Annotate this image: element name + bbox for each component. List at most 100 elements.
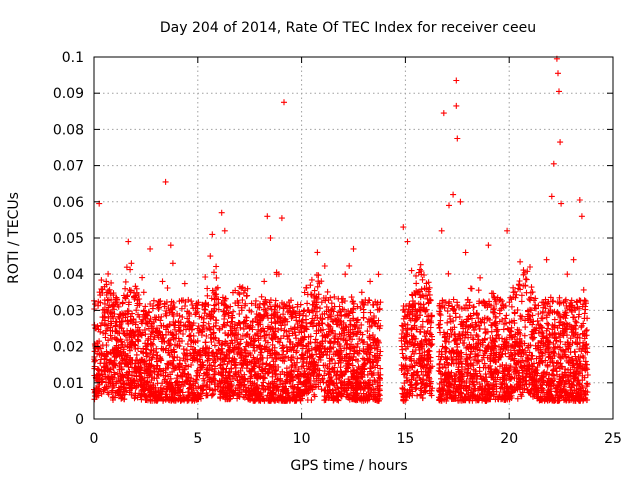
data-point [517, 258, 524, 265]
data-point [317, 305, 323, 312]
data-point [538, 315, 545, 322]
data-point [274, 309, 281, 316]
data-point [224, 319, 231, 326]
data-point [551, 316, 558, 323]
data-point [164, 285, 171, 291]
data-point [236, 291, 243, 298]
data-point [188, 298, 195, 305]
data-point [133, 351, 140, 358]
data-point [532, 301, 539, 308]
data-point [437, 312, 444, 319]
data-point [213, 274, 220, 281]
data-point [398, 322, 405, 329]
data-point [321, 263, 328, 269]
chart-title: Day 204 of 2014, Rate Of TEC Index for r… [160, 20, 536, 36]
data-point [260, 306, 267, 313]
data-point [417, 261, 424, 268]
data-point [186, 333, 193, 340]
data-point [312, 336, 319, 343]
data-point [369, 332, 376, 338]
data-point [213, 263, 220, 270]
data-point [147, 333, 154, 340]
data-point [210, 349, 217, 356]
data-point [98, 277, 105, 284]
data-point [321, 368, 328, 375]
data-point [170, 313, 177, 319]
data-point [475, 287, 482, 294]
data-point [571, 349, 578, 356]
data-point [325, 322, 332, 329]
data-point [324, 288, 331, 295]
data-point [182, 357, 188, 364]
data-point [314, 249, 321, 256]
data-point [356, 336, 363, 342]
data-point [502, 315, 509, 322]
data-point [291, 325, 298, 332]
data-point [313, 272, 320, 278]
data-point [182, 303, 188, 309]
data-point [105, 270, 112, 277]
data-point [322, 362, 329, 369]
data-point [436, 365, 443, 372]
data-points [91, 55, 591, 404]
data-point [413, 280, 420, 287]
data-point [328, 300, 335, 307]
data-point [184, 356, 191, 363]
data-point [122, 278, 129, 285]
data-point [149, 305, 156, 312]
data-point [375, 271, 382, 278]
data-point [482, 326, 488, 333]
data-point [193, 377, 200, 383]
data-point [518, 298, 525, 305]
data-point [419, 276, 426, 283]
data-point [204, 285, 211, 292]
data-point [348, 294, 355, 301]
data-point [259, 382, 266, 389]
data-point [311, 287, 318, 294]
data-point [153, 358, 160, 365]
data-point [180, 346, 187, 353]
data-point [360, 309, 367, 316]
data-point [413, 381, 420, 387]
data-point [258, 293, 265, 300]
data-point [475, 358, 482, 365]
data-point [354, 358, 361, 364]
data-point [304, 300, 311, 307]
data-point [240, 326, 247, 333]
data-point [123, 264, 130, 271]
data-point [491, 309, 498, 316]
data-point [103, 278, 110, 285]
data-point [534, 317, 541, 324]
data-point [304, 397, 311, 403]
data-point [108, 335, 115, 342]
data-point [308, 276, 315, 283]
data-point [438, 375, 444, 382]
data-point [181, 280, 188, 287]
data-point [354, 303, 361, 310]
data-point [301, 307, 307, 314]
data-point [106, 286, 113, 293]
data-point [202, 274, 209, 280]
data-point [179, 314, 186, 320]
data-point [186, 332, 193, 339]
data-point [135, 337, 142, 344]
data-point [444, 319, 451, 326]
data-point [227, 303, 234, 310]
data-point [503, 312, 510, 319]
data-point [202, 339, 209, 346]
data-point [367, 309, 374, 316]
data-point [318, 299, 325, 306]
data-point [239, 297, 246, 303]
data-point [473, 310, 480, 317]
data-point [507, 294, 514, 301]
data-point [528, 284, 535, 291]
data-point [176, 312, 183, 319]
data-point [199, 327, 206, 334]
data-point [399, 346, 406, 353]
data-point [95, 366, 102, 373]
data-point [92, 357, 99, 364]
data-point [219, 294, 226, 301]
data-point [377, 365, 384, 372]
data-point [414, 392, 421, 399]
